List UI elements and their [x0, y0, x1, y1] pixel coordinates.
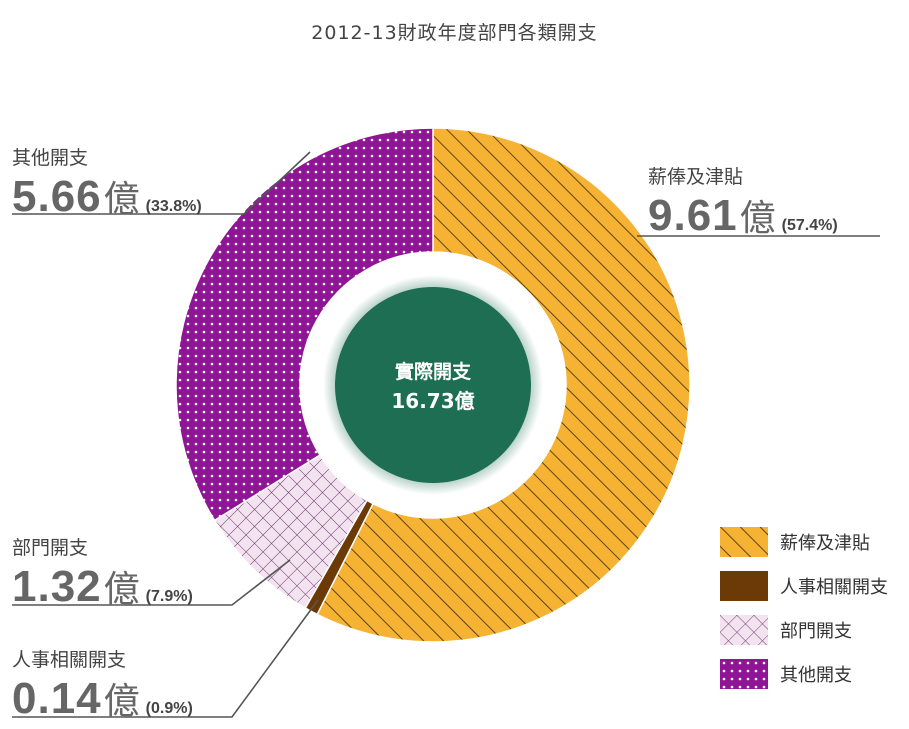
- callout-value: 0.14: [12, 674, 102, 723]
- legend-item: 人事相關開支: [720, 564, 888, 608]
- legend-label: 其他開支: [780, 661, 852, 687]
- legend-item: 部門開支: [720, 608, 888, 652]
- legend-swatch: [720, 615, 768, 645]
- callout-value: 1.32: [12, 562, 102, 611]
- callout-value: 9.61: [648, 191, 738, 240]
- callout-personnel: 人事相關開支 0.14億 (0.9%): [12, 645, 193, 724]
- callout-unit: 億: [104, 569, 140, 610]
- callout-other: 其他開支 5.66億 (33.8%): [12, 143, 202, 222]
- callout-unit: 億: [740, 198, 776, 239]
- callout-percent: (7.9%): [146, 588, 193, 605]
- callout-label: 薪俸及津貼: [648, 162, 838, 189]
- legend-swatch: [720, 527, 768, 557]
- callout-label: 人事相關開支: [12, 645, 193, 672]
- legend-label: 薪俸及津貼: [780, 529, 870, 555]
- callout-value: 5.66: [12, 172, 102, 221]
- legend-item: 薪俸及津貼: [720, 520, 888, 564]
- legend-swatch: [720, 571, 768, 601]
- legend-label: 人事相關開支: [780, 573, 888, 599]
- callout-percent: (57.4%): [782, 217, 838, 234]
- callout-percent: (33.8%): [146, 198, 202, 215]
- callout-label: 其他開支: [12, 143, 202, 170]
- callout-unit: 億: [104, 179, 140, 220]
- callout-unit: 億: [104, 681, 140, 722]
- legend-swatch: [720, 659, 768, 689]
- legend-item: 其他開支: [720, 652, 888, 696]
- center-label: 實際開支: [395, 360, 472, 383]
- legend: 薪俸及津貼 人事相關開支 部門開支 其他開支: [720, 520, 888, 696]
- callout-label: 部門開支: [12, 533, 193, 560]
- callout-salary: 薪俸及津貼 9.61億 (57.4%): [648, 162, 838, 241]
- callout-department: 部門開支 1.32億 (7.9%): [12, 533, 193, 612]
- center-value: 16.73億: [391, 389, 474, 413]
- callout-percent: (0.9%): [146, 700, 193, 717]
- legend-label: 部門開支: [780, 617, 852, 643]
- center-circle: [335, 287, 531, 483]
